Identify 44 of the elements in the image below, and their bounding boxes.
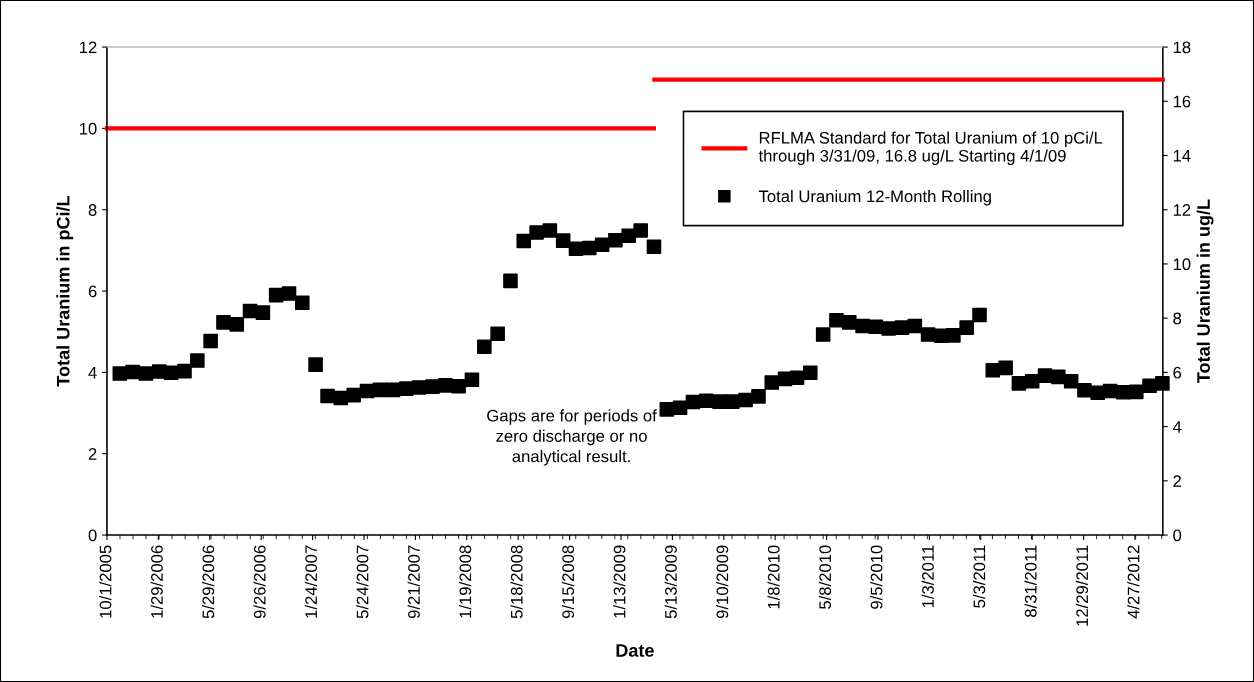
- legend-label: RFLMA Standard for Total Uranium of 10 pCi/L through 3/31/09, 16.8 ug/L Starting 4/1/09: [758, 131, 1103, 165]
- legend-label: Total Uranium 12-Month Rolling: [758, 190, 991, 206]
- x-tick-label: 5/13/2009: [664, 545, 677, 619]
- y-tick-label: 8: [88, 204, 97, 216]
- x-tick-label: 9/21/2007: [407, 545, 420, 619]
- x-tick-label: 8/31/2011: [1024, 545, 1037, 617]
- y2-tick-label: 8: [1173, 312, 1182, 325]
- x-tick-label: 5/8/2010: [818, 545, 832, 609]
- x-tick-label: 4/27/2012: [1127, 545, 1140, 619]
- y2-tick-label: 0: [1173, 529, 1182, 542]
- y2-tick-label: 4: [1172, 421, 1182, 433]
- annotation: Gaps are for periods of zero discharge or no analytical result.: [487, 409, 657, 466]
- x-tick-label: 5/18/2008: [510, 545, 523, 619]
- y-tick-label: 12: [79, 41, 97, 54]
- x-tick-label: 1/13/2009: [613, 545, 626, 618]
- y2-tick-label: 10: [1173, 258, 1191, 271]
- y-tick-label: 2: [88, 448, 97, 460]
- x-tick-label: 1/8/2010: [767, 545, 780, 609]
- x-tick-label: 1/19/2008: [459, 545, 472, 618]
- y2-tick-label: 6: [1173, 366, 1182, 379]
- x-tick-label: 1/29/2006: [150, 545, 163, 618]
- y-axis-title: Total Uranium in pCi/L: [56, 195, 74, 387]
- y-tick-label: 6: [88, 285, 97, 298]
- x-tick-label: 9/10/2009: [716, 545, 729, 619]
- y2-axis-title: Total Uranium in ug/L: [1196, 199, 1214, 383]
- x-tick-label: 10/1/2005: [99, 545, 112, 618]
- y-tick-label: 10: [79, 122, 97, 135]
- y2-tick-label: 12: [1173, 204, 1191, 216]
- x-tick-label: 5/24/2007: [356, 545, 369, 619]
- x-axis-title: Date: [616, 644, 654, 657]
- x-tick-label: 9/26/2006: [253, 545, 266, 619]
- x-tick-label: 9/5/2010: [870, 545, 883, 609]
- x-tick-label: 5/3/2011: [973, 545, 986, 608]
- y2-tick-label: 16: [1173, 95, 1191, 108]
- y-tick-label: 4: [88, 366, 97, 379]
- x-tick-label: 1/24/2007: [304, 545, 318, 618]
- x-tick-label: 9/15/2008: [561, 545, 575, 619]
- x-tick-label: 5/29/2006: [202, 545, 215, 619]
- y-tick-label: 0: [88, 529, 97, 542]
- x-tick-label: 1/3/2011: [921, 545, 934, 608]
- y2-tick-label: 2: [1173, 475, 1181, 487]
- y2-tick-label: 18: [1173, 41, 1191, 54]
- x-tick-label: 12/29/2011: [1075, 545, 1089, 626]
- y2-tick-label: 14: [1173, 150, 1191, 162]
